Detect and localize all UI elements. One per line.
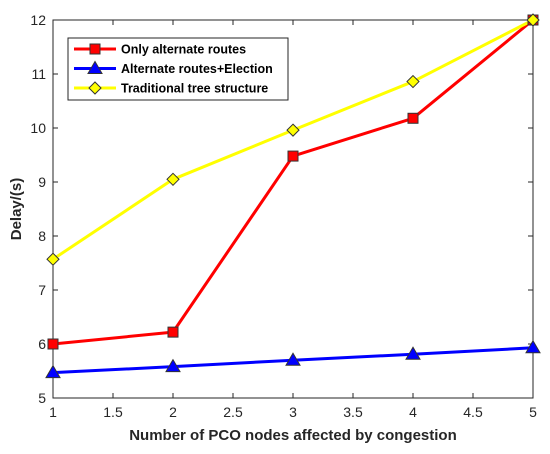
y-tick-label: 6	[38, 336, 46, 352]
y-tick-label: 12	[30, 12, 46, 28]
data-point-marker	[47, 338, 59, 350]
data-point-marker	[526, 13, 540, 27]
data-point-marker	[165, 358, 181, 373]
data-point-marker	[407, 112, 419, 124]
x-tick-label: 5	[529, 404, 537, 420]
data-point-marker	[46, 252, 60, 266]
data-point-marker	[525, 339, 541, 354]
y-tick-label: 9	[38, 174, 46, 190]
x-tick-label: 1	[49, 404, 57, 420]
data-point-marker	[167, 326, 179, 338]
x-tick-label: 2.5	[223, 404, 243, 420]
data-point-marker	[406, 74, 420, 89]
legend-label: Alternate routes+Election	[121, 62, 273, 76]
y-axis-label: Delay/(s)	[8, 178, 25, 241]
x-tick-label: 4	[409, 404, 417, 420]
legend-marker	[88, 81, 102, 95]
data-point-marker	[45, 364, 61, 379]
data-point-marker	[405, 346, 421, 360]
y-axis-ticks: 5 6 7 8 9 10 11 12	[30, 12, 533, 406]
data-point-marker	[166, 172, 180, 187]
y-tick-label: 8	[38, 228, 46, 244]
x-tick-label: 4.5	[463, 404, 483, 420]
legend-marker	[89, 43, 101, 55]
y-tick-label: 7	[38, 282, 46, 298]
data-point-marker	[286, 123, 300, 137]
y-tick-label: 5	[38, 390, 46, 406]
y-tick-label: 11	[31, 66, 46, 82]
x-tick-label: 3.5	[343, 404, 363, 420]
x-tick-label: 3	[289, 404, 297, 420]
x-axis-ticks: 1 1.5 2 2.5 3 3.5 4 4.5 5	[49, 20, 537, 420]
legend-label: Traditional tree structure	[121, 82, 268, 96]
x-axis-label: Number of PCO nodes affected by congesti…	[129, 427, 457, 444]
data-point-marker	[285, 352, 301, 366]
data-point-marker	[287, 150, 299, 162]
x-tick-label: 2	[169, 404, 177, 420]
x-tick-label: 1.5	[103, 404, 123, 420]
y-tick-label: 10	[30, 120, 46, 136]
legend-marker	[87, 60, 103, 74]
series-markers	[45, 13, 541, 379]
legend: Only alternate routes Alternate routes+El…	[67, 37, 289, 101]
legend-label: Only alternate routes	[121, 43, 246, 57]
